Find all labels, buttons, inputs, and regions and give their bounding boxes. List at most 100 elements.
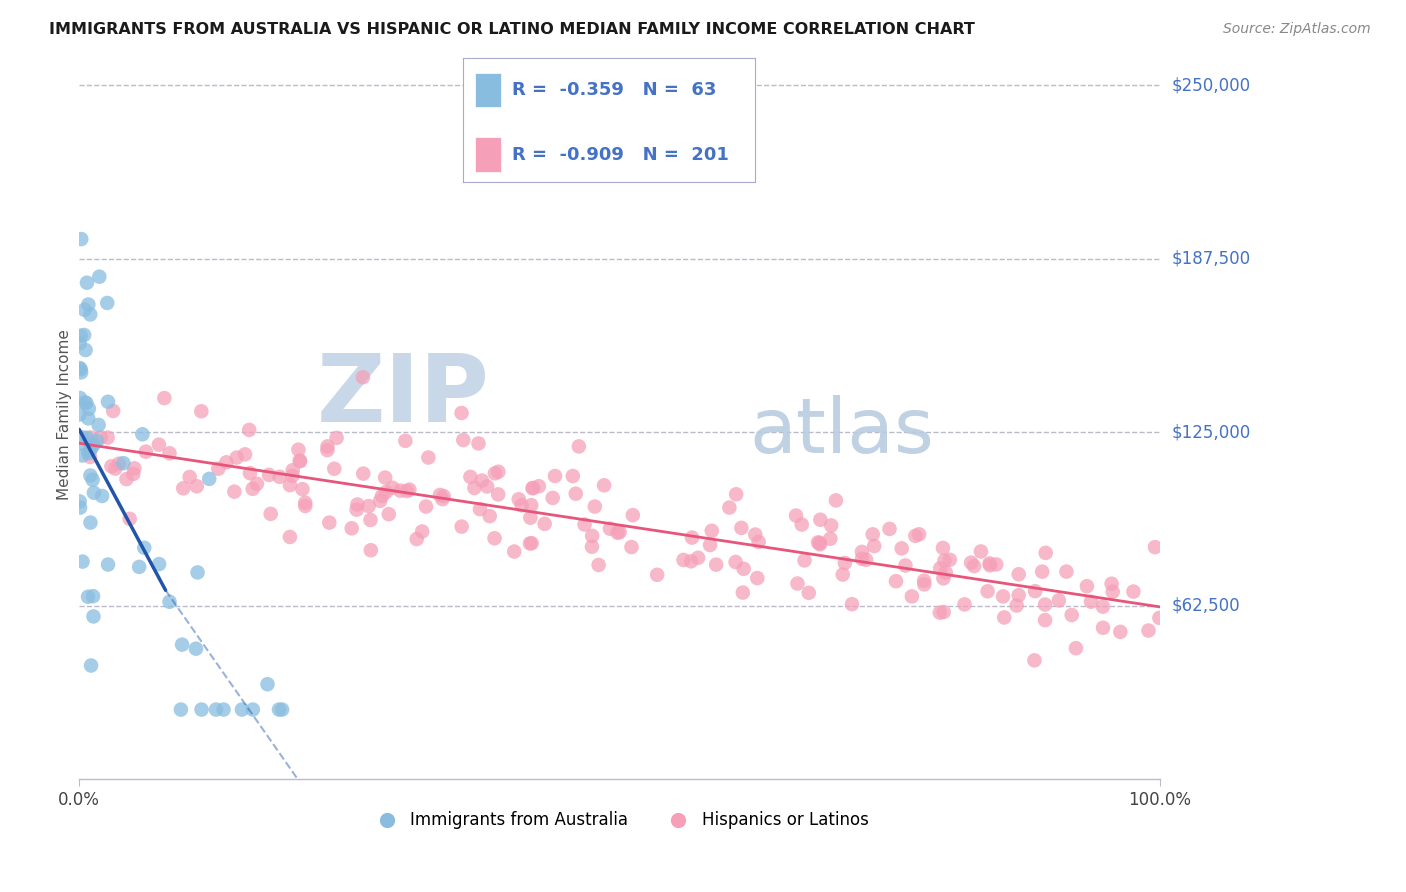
Point — [581, 540, 603, 554]
Point — [69, 362, 91, 376]
Point — [172, 481, 194, 495]
Point — [785, 508, 807, 523]
Point — [807, 535, 830, 549]
Point — [112, 456, 135, 470]
Point — [256, 677, 278, 691]
Point — [97, 431, 120, 445]
Point — [80, 658, 103, 673]
Point — [820, 532, 842, 546]
Point — [242, 702, 264, 716]
Point — [993, 610, 1015, 624]
Point — [281, 468, 304, 483]
Point — [503, 544, 526, 558]
Point — [519, 510, 541, 524]
Point — [72, 555, 94, 569]
Point — [851, 551, 873, 566]
Point — [291, 482, 314, 496]
Point — [1137, 624, 1160, 638]
Point — [1076, 579, 1098, 593]
Point — [69, 361, 91, 376]
Point — [184, 641, 207, 656]
Point — [79, 308, 101, 322]
Point — [80, 442, 103, 456]
Point — [224, 484, 246, 499]
Point — [1008, 588, 1031, 602]
Point — [269, 470, 291, 484]
Point — [460, 470, 482, 484]
Point — [1024, 584, 1046, 599]
Text: Source: ZipAtlas.com: Source: ZipAtlas.com — [1223, 22, 1371, 37]
Point — [453, 433, 475, 447]
Point — [960, 556, 983, 570]
Point — [77, 446, 100, 460]
Point — [83, 485, 105, 500]
Point — [418, 450, 440, 465]
Point — [733, 562, 755, 576]
Point — [1035, 546, 1057, 560]
Point — [346, 498, 368, 512]
Point — [1101, 584, 1123, 599]
Point — [316, 443, 339, 458]
Point — [79, 516, 101, 530]
Point — [645, 567, 668, 582]
Point — [1005, 599, 1028, 613]
Point — [360, 513, 382, 527]
Text: IMMIGRANTS FROM AUSTRALIA VS HISPANIC OR LATINO MEDIAN FAMILY INCOME CORRELATION: IMMIGRANTS FROM AUSTRALIA VS HISPANIC OR… — [49, 22, 976, 37]
Point — [894, 558, 917, 573]
Point — [346, 502, 368, 516]
Point — [352, 370, 374, 384]
Point — [620, 540, 643, 554]
Point — [1008, 567, 1031, 582]
Point — [912, 574, 935, 588]
Point — [72, 449, 94, 463]
Point — [672, 553, 695, 567]
Point — [564, 487, 586, 501]
Point — [486, 487, 509, 501]
Point — [238, 423, 260, 437]
Point — [215, 455, 238, 469]
Point — [912, 577, 935, 591]
Point — [70, 232, 93, 246]
Text: $62,500: $62,500 — [1171, 597, 1240, 615]
Point — [239, 466, 262, 480]
Point — [541, 491, 564, 505]
Point — [69, 391, 91, 405]
Point — [87, 417, 110, 432]
Point — [510, 498, 533, 512]
Point — [153, 391, 176, 405]
Point — [976, 584, 998, 599]
Point — [855, 553, 877, 567]
Point — [267, 702, 290, 716]
Point — [77, 401, 100, 416]
Text: $125,000: $125,000 — [1171, 423, 1250, 442]
Point — [1054, 565, 1077, 579]
Point — [398, 483, 420, 497]
Point — [70, 430, 93, 444]
Point — [979, 557, 1001, 571]
Point — [467, 436, 489, 450]
Point — [75, 343, 97, 357]
Point — [389, 483, 412, 498]
Point — [212, 702, 235, 716]
Point — [508, 492, 530, 507]
Point — [939, 553, 962, 567]
Point — [450, 519, 472, 533]
Point — [468, 502, 491, 516]
Point — [73, 395, 96, 409]
Point — [884, 574, 907, 589]
Point — [700, 524, 723, 538]
Point — [478, 509, 501, 524]
Point — [1033, 613, 1056, 627]
Point — [96, 296, 118, 310]
Point — [288, 454, 311, 468]
Point — [429, 488, 451, 502]
Point — [953, 598, 976, 612]
Point — [233, 447, 256, 461]
Point — [76, 431, 98, 445]
Point — [1064, 641, 1087, 656]
Point — [131, 427, 153, 442]
Point — [890, 541, 912, 556]
Point — [929, 561, 952, 575]
Point — [281, 463, 304, 477]
Point — [699, 538, 721, 552]
